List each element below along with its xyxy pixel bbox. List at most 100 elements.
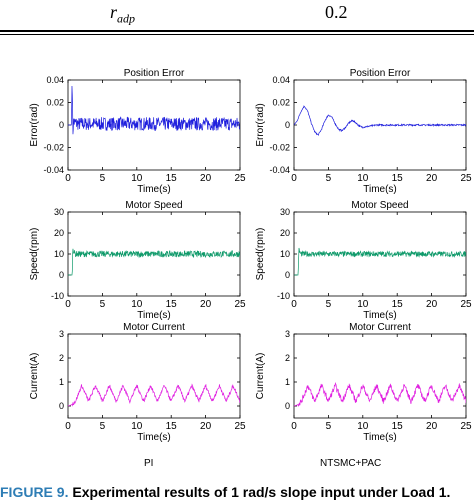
chart-panel-5: Motor Current 0 5 10 15 20 25 0 1 2 3 Time(s) Curren…: [29, 322, 246, 443]
y-tick-label: 10: [54, 249, 64, 259]
x-tick-label: 20: [426, 173, 438, 184]
series-line: [294, 382, 466, 407]
x-tick-label: 25: [460, 421, 472, 432]
parameter-value: 0.2: [325, 2, 348, 22]
x-tick-label: 0: [291, 173, 297, 184]
x-tick-label: 0: [65, 299, 71, 310]
x-tick-label: 10: [357, 421, 369, 432]
plot-frame: [293, 333, 467, 419]
y-axis-label: Current(A): [29, 353, 40, 400]
x-tick-label: 10: [131, 421, 143, 432]
parameter-table: radp 0.2: [0, 0, 474, 40]
figure-caption-text: Experimental results of 1 rad/s slope in…: [72, 484, 451, 500]
x-tick-label: 15: [166, 299, 178, 310]
x-tick-label: 25: [234, 421, 246, 432]
y-tick-label: 0: [59, 270, 64, 280]
y-tick-label: 0: [285, 120, 290, 130]
x-tick-label: 0: [65, 421, 71, 432]
chart-panel-1: Position Error 0 5 10 15 20 25 -0.04 -0.02 0 0.02 0…: [29, 68, 246, 195]
chart-title: Position Error: [124, 68, 185, 79]
x-axis-label: Time(s): [363, 432, 397, 443]
chart-title: Position Error: [350, 68, 411, 79]
table-rule-thick: [0, 30, 474, 32]
x-tick-label: 25: [234, 173, 246, 184]
chart-title: Motor Speed: [351, 200, 408, 211]
table-rule-thin: [0, 34, 474, 35]
y-tick-label: 0.04: [272, 75, 290, 85]
y-tick-label: 0: [285, 270, 290, 280]
x-tick-label: 10: [357, 299, 369, 310]
y-tick-label: 30: [54, 207, 64, 217]
column-label-ntsmc: NTSMC+PAC: [320, 458, 382, 469]
x-axis-label: Time(s): [137, 184, 171, 195]
x-tick-label: 5: [326, 173, 332, 184]
y-tick-label: -10: [277, 291, 290, 301]
y-tick-label: 0.02: [272, 98, 290, 108]
x-tick-label: 20: [426, 421, 438, 432]
x-tick-label: 15: [392, 299, 404, 310]
y-axis-label: Error(rad): [255, 103, 266, 146]
chart-title: Motor Current: [349, 322, 411, 333]
y-tick-label: -10: [51, 291, 64, 301]
series-line: [68, 248, 240, 276]
y-tick-label: 30: [280, 207, 290, 217]
chart-panel-6: Motor Current 0 5 10 15 20 25 0 1 2 3 Time(s) Curren…: [255, 322, 472, 443]
figure-label: FIGURE 9.: [0, 484, 69, 500]
x-tick-label: 10: [131, 299, 143, 310]
x-tick-label: 15: [392, 421, 404, 432]
x-tick-label: 5: [326, 299, 332, 310]
y-axis-label: Current(A): [255, 353, 266, 400]
y-tick-label: 0: [59, 401, 64, 411]
series-line: [68, 86, 240, 135]
y-tick-label: 20: [280, 228, 290, 238]
plot-frame: [67, 333, 241, 419]
x-axis-label: Time(s): [363, 310, 397, 321]
x-tick-label: 20: [200, 299, 212, 310]
x-tick-label: 0: [65, 173, 71, 184]
x-tick-label: 5: [100, 421, 106, 432]
figure-caption: FIGURE 9. Experimental results of 1 rad/…: [0, 484, 474, 500]
x-tick-label: 0: [291, 421, 297, 432]
chart-panel-2: Position Error 0 5 10 15 20 25 -0.04 -0.02 0 0.02 0…: [255, 68, 472, 195]
x-axis-label: Time(s): [363, 184, 397, 195]
y-tick-label: -0.02: [269, 143, 290, 153]
x-tick-label: 5: [100, 173, 106, 184]
x-tick-label: 10: [131, 173, 143, 184]
series-line: [294, 105, 466, 137]
y-tick-label: 0.04: [46, 75, 64, 85]
y-tick-label: 2: [285, 353, 290, 363]
y-tick-label: 0: [285, 401, 290, 411]
parameter-symbol-text: r: [110, 2, 118, 22]
y-tick-label: 20: [54, 228, 64, 238]
x-tick-label: 20: [200, 173, 212, 184]
y-axis-label: Speed(rpm): [29, 228, 40, 281]
y-tick-label: -0.04: [43, 165, 64, 175]
x-tick-label: 5: [100, 299, 106, 310]
chart-title: Motor Current: [123, 322, 185, 333]
y-tick-label: 1: [59, 377, 64, 387]
x-axis-label: Time(s): [137, 432, 171, 443]
series-line: [294, 247, 466, 276]
chart-title: Motor Speed: [125, 200, 182, 211]
x-tick-label: 15: [166, 421, 178, 432]
parameter-subscript: adp: [117, 11, 136, 26]
y-tick-label: 10: [280, 249, 290, 259]
y-axis-label: Error(rad): [29, 103, 40, 146]
y-tick-label: 0: [59, 120, 64, 130]
series-line: [68, 383, 240, 407]
y-tick-label: -0.02: [43, 143, 64, 153]
y-axis-label: Speed(rpm): [255, 228, 266, 281]
parameter-symbol: radp: [110, 2, 135, 27]
x-tick-label: 25: [234, 299, 246, 310]
y-tick-label: 3: [59, 329, 64, 339]
x-tick-label: 25: [460, 173, 472, 184]
y-tick-label: -0.04: [269, 165, 290, 175]
y-tick-label: 3: [285, 329, 290, 339]
y-tick-label: 2: [59, 353, 64, 363]
x-axis-label: Time(s): [137, 310, 171, 321]
x-tick-label: 5: [326, 421, 332, 432]
x-tick-label: 0: [291, 299, 297, 310]
x-tick-label: 10: [357, 173, 369, 184]
